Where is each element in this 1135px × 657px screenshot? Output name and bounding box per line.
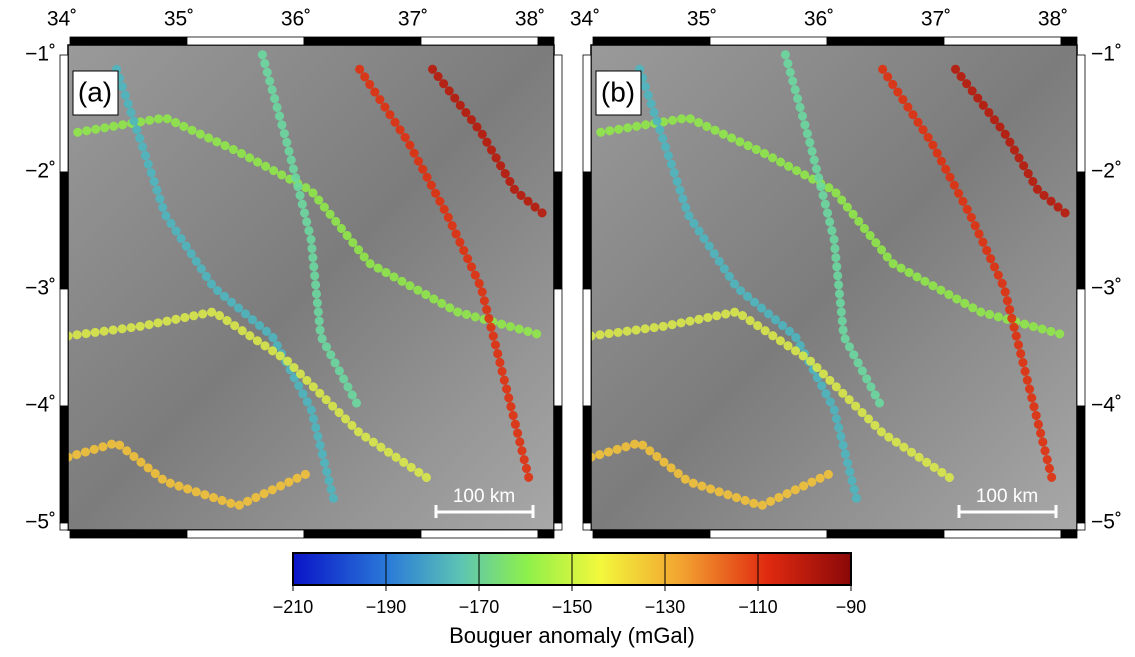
frame-bar [187, 37, 304, 45]
panel-label: (b) [601, 76, 635, 107]
frame-bar [710, 530, 827, 538]
frame-bar [593, 530, 710, 538]
lat-tick-label: −4˚ [25, 394, 56, 417]
lon-tick-label: 36˚ [804, 8, 834, 31]
frame-bar [304, 530, 421, 538]
frame-bar [538, 37, 554, 45]
frame-bar [1061, 530, 1077, 538]
frame-bar [583, 289, 591, 406]
frame-bar [1077, 172, 1085, 289]
map-panel: 34˚ 35˚ 36˚ 37˚ 38˚ −1˚ −2˚ −3˚ −4˚ −5˚ (a) 100 km [25, 8, 562, 538]
frame-bar [554, 172, 562, 289]
map-panel: 34˚ 35˚ 36˚ 37˚ 38˚ −1˚ −2˚ −3˚ −4˚ −5˚ (b) 100 km [570, 8, 1122, 538]
frame-bar [583, 172, 591, 289]
lon-tick-label: 34˚ [47, 8, 77, 31]
frame-bar [60, 289, 68, 406]
frame-bar [1077, 289, 1085, 406]
lon-tick-label: 35˚ [164, 8, 194, 31]
frame-bar [554, 289, 562, 406]
frame-bar [710, 37, 827, 45]
frame-bar [583, 406, 591, 523]
frame-bar [60, 55, 68, 172]
frame-bar [1077, 55, 1085, 172]
frame-bar [70, 530, 187, 538]
lon-tick-label: 38˚ [515, 8, 545, 31]
frame-bar [70, 37, 187, 45]
colorbar-tick-label: −190 [366, 597, 407, 617]
frame-bar [827, 530, 944, 538]
colorbar-tick-label: −150 [552, 597, 593, 617]
frame-bar [554, 523, 562, 530]
frame-bar [827, 37, 944, 45]
lat-tick-label: −2˚ [25, 160, 56, 183]
frame-bar [60, 172, 68, 289]
frame-bar [60, 523, 68, 530]
lat-tick-label: −1˚ [1091, 43, 1122, 66]
frame-bar [593, 37, 710, 45]
lat-tick-label: −4˚ [1091, 394, 1122, 417]
frame-bar [1061, 37, 1077, 45]
lat-tick-label: −5˚ [1091, 511, 1122, 534]
lon-tick-label: 35˚ [687, 8, 717, 31]
frame-bar [60, 406, 68, 523]
colorbar-tick-label: −170 [459, 597, 500, 617]
lon-tick-label: 38˚ [1038, 8, 1068, 31]
colorbar-tick-label: −90 [836, 597, 867, 617]
frame-bar [554, 406, 562, 523]
frame-bar [421, 530, 538, 538]
frame-bar [583, 523, 591, 530]
figure: Bouguer anomaly (mGal) 34˚ 35˚ 36˚ 37˚ 38˚ −1… [0, 0, 1135, 652]
frame-bar [944, 530, 1061, 538]
scale-bar-label: 100 km [453, 486, 515, 507]
colorbar-tick-label: −110 [738, 597, 777, 617]
frame-bar [1077, 406, 1085, 523]
frame-bar [944, 37, 1061, 45]
lat-tick-label: −5˚ [25, 511, 56, 534]
lat-tick-label: −3˚ [25, 277, 56, 300]
lat-tick-label: −3˚ [1091, 277, 1122, 300]
frame-bar [554, 55, 562, 172]
frame-bar [1077, 523, 1085, 530]
frame-bar [538, 530, 554, 538]
colorbar-label: Bouguer anomaly (mGal) [449, 623, 695, 648]
scale-bar-label: 100 km [976, 486, 1038, 507]
frame-bar [421, 37, 538, 45]
lon-tick-label: 37˚ [921, 8, 951, 31]
colorbar-tick-label: −210 [273, 597, 314, 617]
lon-tick-label: 36˚ [281, 8, 311, 31]
panel-label: (a) [78, 76, 112, 107]
frame-bar [187, 530, 304, 538]
colorbar-tick-label: −130 [645, 597, 686, 617]
lon-tick-label: 37˚ [398, 8, 428, 31]
lat-tick-label: −2˚ [1091, 160, 1122, 183]
frame-bar [304, 37, 421, 45]
frame-bar [583, 55, 591, 172]
lon-tick-label: 34˚ [570, 8, 600, 31]
lat-tick-label: −1˚ [25, 43, 56, 66]
